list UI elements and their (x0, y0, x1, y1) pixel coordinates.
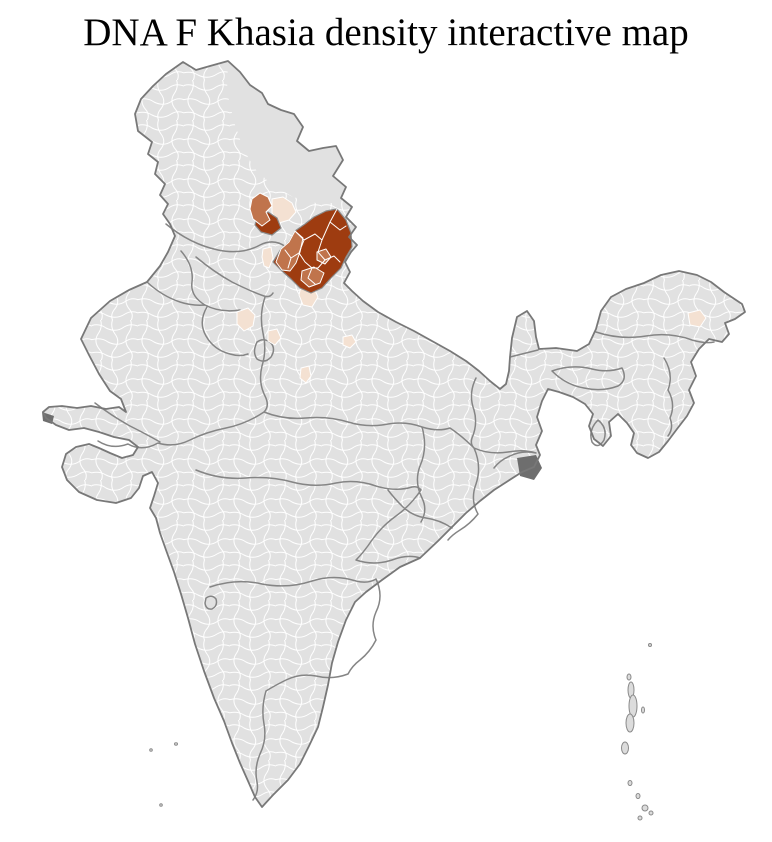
island[interactable] (637, 815, 643, 821)
district-medium[interactable] (249, 192, 273, 227)
island[interactable] (635, 793, 641, 799)
island[interactable] (174, 742, 178, 746)
district-medium[interactable] (275, 230, 304, 272)
district-low[interactable] (261, 246, 274, 269)
island-chains[interactable] (149, 643, 654, 821)
island[interactable] (149, 748, 153, 752)
island[interactable] (627, 780, 633, 786)
district-medium[interactable] (300, 266, 325, 288)
district-low[interactable] (236, 307, 256, 332)
sundarbans-patch (517, 455, 542, 480)
state-borders (94, 223, 715, 801)
district-low[interactable] (299, 365, 312, 384)
island[interactable] (625, 713, 635, 733)
island[interactable] (641, 804, 649, 812)
medium-density-districts[interactable] (249, 192, 332, 288)
island[interactable] (641, 706, 645, 714)
page-title: DNA F Khasia density interactive map (83, 11, 689, 54)
cluster-district-lines (284, 208, 347, 285)
island[interactable] (648, 643, 652, 647)
district-medium[interactable] (316, 248, 332, 265)
island[interactable] (626, 673, 632, 681)
island[interactable] (648, 810, 654, 816)
district-low[interactable] (687, 309, 707, 328)
district-low[interactable] (267, 328, 282, 346)
district-boundaries-mesh (43, 61, 745, 807)
district-low[interactable] (342, 334, 357, 349)
low-density-districts[interactable] (236, 196, 707, 384)
ladakh-plain-region[interactable] (227, 61, 346, 203)
district-low[interactable] (271, 196, 297, 224)
island[interactable] (621, 741, 629, 755)
island[interactable] (159, 803, 163, 807)
